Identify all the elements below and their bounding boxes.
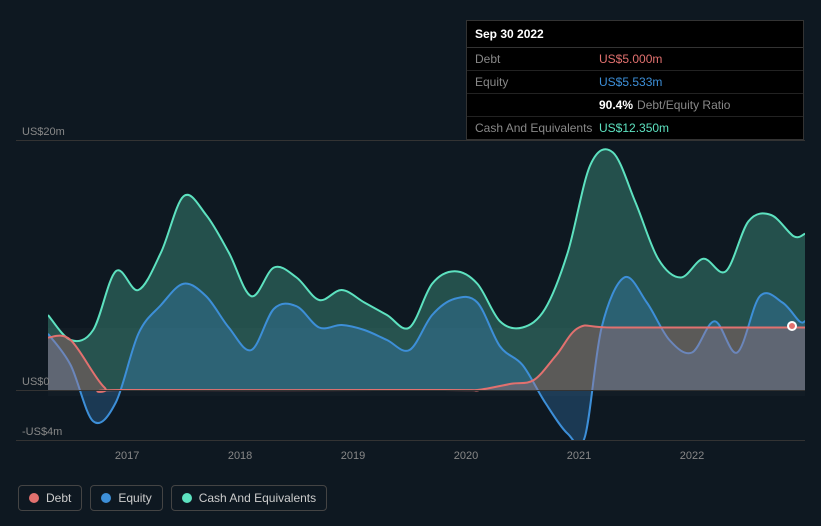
x-axis-label: 2017	[115, 450, 139, 462]
x-axis-label: 2021	[567, 450, 591, 462]
tooltip-row: EquityUS$5.533m	[467, 71, 803, 94]
tooltip-label: Equity	[475, 75, 599, 89]
tooltip-value: 90.4%Debt/Equity Ratio	[599, 98, 730, 112]
tooltip-row: Cash And EquivalentsUS$12.350m	[467, 117, 803, 139]
x-axis-label: 2020	[454, 450, 478, 462]
legend-swatch	[29, 493, 39, 503]
legend-item-equity[interactable]: Equity	[90, 485, 162, 511]
tooltip-row: 90.4%Debt/Equity Ratio	[467, 94, 803, 117]
tooltip-label	[475, 98, 599, 112]
tooltip-date: Sep 30 2022	[467, 21, 803, 48]
gridline	[16, 140, 805, 141]
legend-item-debt[interactable]: Debt	[18, 485, 82, 511]
tooltip-label: Debt	[475, 52, 599, 66]
gridline	[16, 390, 805, 391]
debt-equity-chart: US$20m US$0 -US$4m 2017 2018 2019 2020 2021 202…	[16, 120, 805, 470]
tooltip-value: US$12.350m	[599, 121, 669, 135]
gridline	[16, 440, 805, 441]
legend-label: Debt	[46, 491, 71, 505]
tooltip-row: DebtUS$5.000m	[467, 48, 803, 71]
tooltip-value: US$5.533m	[599, 75, 662, 89]
current-point-marker	[787, 321, 797, 331]
legend-swatch	[101, 493, 111, 503]
data-tooltip: Sep 30 2022 DebtUS$5.000mEquityUS$5.533m…	[466, 20, 804, 140]
tooltip-value: US$5.000m	[599, 52, 662, 66]
legend-label: Equity	[118, 491, 151, 505]
x-axis-label: 2022	[680, 450, 704, 462]
chart-svg	[48, 140, 805, 440]
chart-legend: Debt Equity Cash And Equivalents	[18, 485, 327, 511]
legend-swatch	[182, 493, 192, 503]
y-axis-label: US$0	[22, 376, 50, 388]
x-axis-label: 2018	[228, 450, 252, 462]
x-axis-label: 2019	[341, 450, 365, 462]
legend-label: Cash And Equivalents	[199, 491, 316, 505]
y-axis-label: US$20m	[22, 126, 65, 138]
tooltip-label: Cash And Equivalents	[475, 121, 599, 135]
y-axis-label: -US$4m	[22, 426, 62, 438]
legend-item-cash[interactable]: Cash And Equivalents	[171, 485, 327, 511]
